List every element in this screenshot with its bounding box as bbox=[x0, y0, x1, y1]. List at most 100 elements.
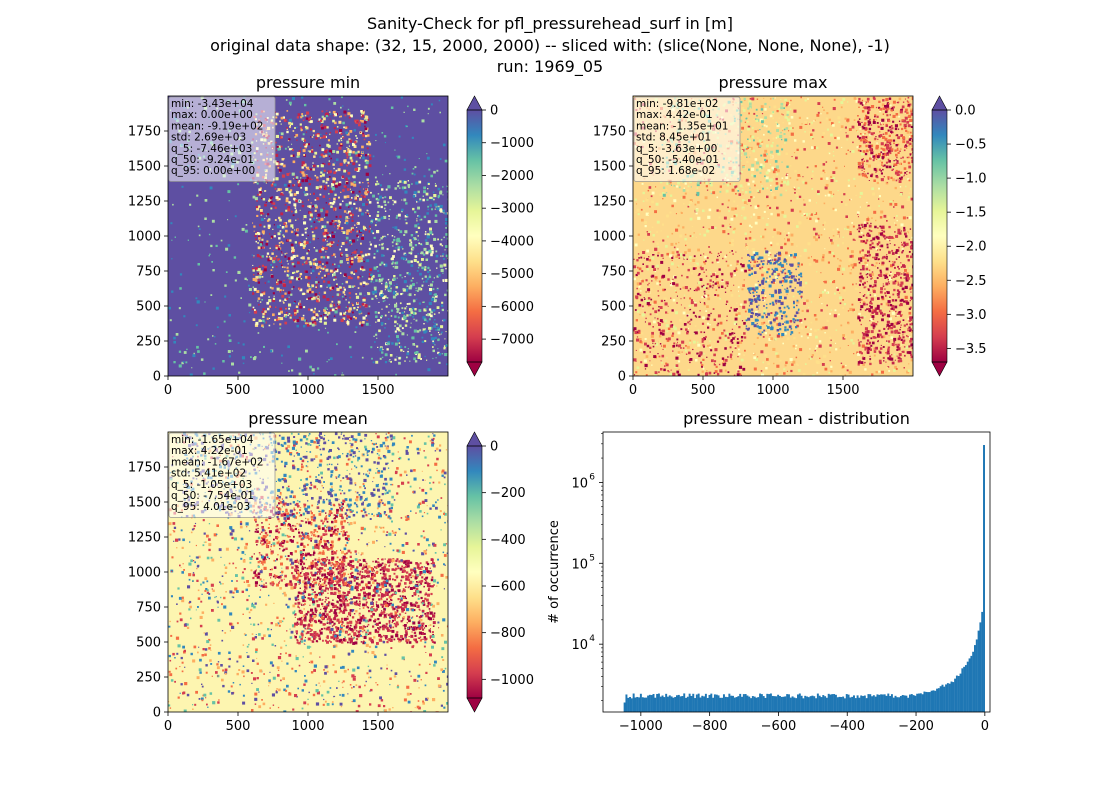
heatmap-cell bbox=[359, 275, 361, 277]
heatmap-cell bbox=[826, 143, 829, 146]
heatmap-cell bbox=[381, 243, 384, 246]
heatmap-cell bbox=[248, 303, 252, 307]
heatmap-cell bbox=[412, 277, 414, 279]
heatmap-cell bbox=[736, 204, 739, 207]
heatmap-cell bbox=[393, 236, 396, 238]
heatmap-cell bbox=[880, 270, 882, 273]
heatmap-cell bbox=[689, 265, 692, 268]
heatmap-cell bbox=[273, 250, 275, 251]
heatmap-cell bbox=[436, 306, 440, 309]
heatmap-cell bbox=[328, 155, 331, 157]
heatmap-cell bbox=[342, 231, 346, 234]
heatmap-cell bbox=[257, 332, 260, 334]
heatmap-cell bbox=[783, 104, 786, 107]
heatmap-cell bbox=[859, 279, 862, 282]
heatmap-cell bbox=[301, 129, 303, 131]
heatmap-cell bbox=[432, 341, 435, 344]
heatmap-cell bbox=[418, 158, 420, 160]
heatmap-cell bbox=[752, 127, 754, 129]
heatmap-cell bbox=[851, 303, 854, 306]
heatmap-cell bbox=[318, 249, 322, 253]
heatmap-cell bbox=[763, 321, 766, 324]
heatmap-cell bbox=[401, 317, 405, 321]
heatmap-cell bbox=[429, 292, 432, 295]
heatmap-cell bbox=[727, 371, 730, 374]
heatmap-cell bbox=[811, 174, 814, 177]
heatmap-cell bbox=[254, 309, 256, 311]
heatmap-cell bbox=[290, 243, 294, 247]
heatmap-cell bbox=[813, 120, 815, 122]
heatmap-cell bbox=[262, 315, 265, 318]
heatmap-cell bbox=[670, 369, 672, 371]
heatmap-cell bbox=[844, 126, 847, 129]
heatmap-cell bbox=[303, 221, 307, 225]
heatmap-cell bbox=[434, 208, 436, 210]
heatmap-cell bbox=[833, 314, 837, 318]
heatmap-cell bbox=[659, 306, 663, 309]
heatmap-cell bbox=[346, 132, 350, 136]
heatmap-cell bbox=[756, 261, 759, 263]
heatmap-cell bbox=[253, 310, 258, 314]
heatmap-cell bbox=[909, 306, 912, 309]
heatmap-cell bbox=[377, 205, 381, 208]
heatmap-cell bbox=[885, 361, 887, 363]
heatmap-cell bbox=[669, 254, 673, 258]
heatmap-cell bbox=[331, 254, 334, 257]
heatmap-cell bbox=[200, 358, 204, 361]
heatmap-cell bbox=[839, 302, 842, 305]
heatmap-cell bbox=[383, 207, 386, 210]
heatmap-cell bbox=[751, 190, 754, 192]
heatmap-cell bbox=[870, 314, 872, 316]
heatmap-cell bbox=[330, 241, 334, 244]
heatmap-cell bbox=[310, 168, 312, 171]
heatmap-cell bbox=[898, 320, 901, 323]
heatmap-cell bbox=[776, 242, 779, 246]
heatmap-cell bbox=[415, 199, 417, 201]
heatmap-cell bbox=[415, 289, 417, 292]
heatmap-cell bbox=[263, 345, 265, 348]
heatmap-cell bbox=[257, 297, 261, 300]
heatmap-cell bbox=[283, 279, 285, 282]
heatmap-cell bbox=[708, 371, 712, 375]
heatmap-cell bbox=[652, 307, 654, 310]
heatmap-cell bbox=[814, 212, 816, 214]
heatmap-cell bbox=[437, 351, 440, 355]
heatmap-cell bbox=[847, 179, 850, 182]
heatmap-cell bbox=[270, 237, 272, 239]
heatmap-cell bbox=[786, 101, 789, 105]
heatmap-cell bbox=[878, 329, 881, 332]
heatmap-cell bbox=[414, 166, 417, 169]
heatmap-cell bbox=[430, 103, 433, 106]
heatmap-cell bbox=[888, 251, 891, 254]
heatmap-cell bbox=[749, 135, 753, 138]
heatmap-cell bbox=[744, 269, 747, 273]
heatmap-cell bbox=[805, 325, 808, 328]
heatmap-cell bbox=[802, 373, 806, 376]
heatmap-cell bbox=[877, 297, 880, 300]
heatmap-cell bbox=[292, 227, 294, 229]
heatmap-cell bbox=[248, 284, 250, 287]
heatmap-cell bbox=[852, 141, 854, 144]
heatmap-cell bbox=[405, 222, 408, 225]
heatmap-cell bbox=[703, 253, 705, 255]
heatmap-cell bbox=[673, 274, 675, 276]
heatmap-cell bbox=[253, 182, 255, 184]
heatmap-cell bbox=[869, 292, 871, 294]
heatmap-cell bbox=[727, 206, 729, 209]
heatmap-cell bbox=[860, 275, 863, 279]
heatmap-cell bbox=[437, 338, 440, 341]
heatmap-cell bbox=[308, 119, 310, 122]
heatmap-cell bbox=[912, 151, 913, 154]
heatmap-cell bbox=[895, 343, 897, 346]
heatmap-cell bbox=[275, 162, 279, 166]
heatmap-cell bbox=[273, 295, 275, 297]
heatmap-cell bbox=[409, 243, 413, 247]
heatmap-cell bbox=[671, 232, 674, 235]
heatmap-cell bbox=[379, 348, 383, 352]
heatmap-cell bbox=[403, 186, 407, 189]
heatmap-cell bbox=[790, 116, 794, 119]
heatmap-cell bbox=[279, 188, 283, 191]
heatmap-cell bbox=[425, 308, 427, 310]
heatmap-cell bbox=[803, 302, 806, 305]
heatmap-cell bbox=[197, 263, 200, 266]
